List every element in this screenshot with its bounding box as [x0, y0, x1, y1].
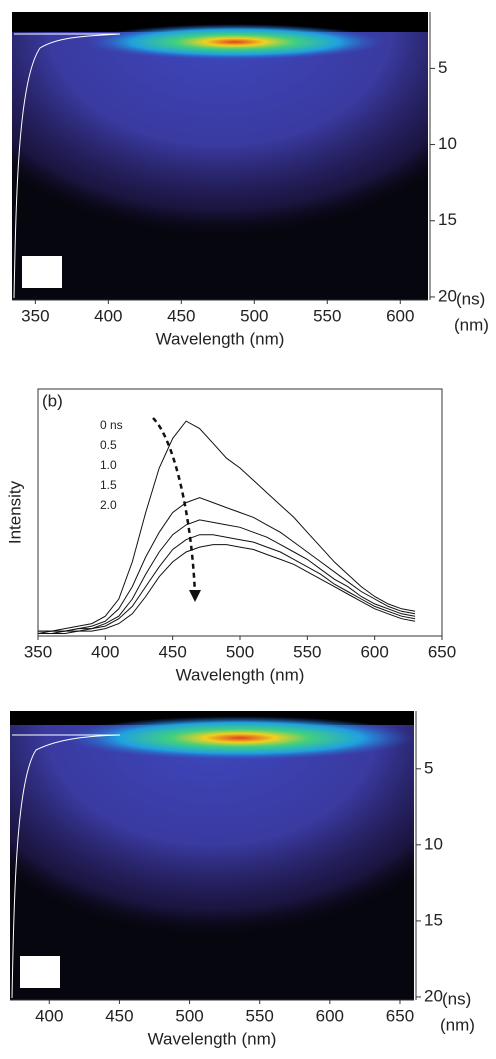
- x-tick-label: 450: [167, 306, 195, 325]
- x-unit: (nm): [454, 315, 489, 334]
- x-tick-label: 550: [293, 642, 321, 661]
- x-tick-label: 550: [313, 306, 341, 325]
- x-tick-label: 450: [105, 1006, 133, 1025]
- x-tick-label: 600: [360, 642, 388, 661]
- streak-image-a: [12, 12, 428, 300]
- y-axis-label: Intensity: [5, 480, 24, 544]
- streak-image-c: [10, 711, 415, 1000]
- x-tick-label: 350: [21, 306, 49, 325]
- x-tick-label: 350: [24, 642, 52, 661]
- spectrum-line: [38, 544, 416, 634]
- y-tick-label: 5: [438, 58, 447, 77]
- x-tick-label: 550: [246, 1006, 274, 1025]
- time-arrow: [152, 417, 197, 596]
- x-axis-label: Wavelength (nm): [156, 329, 285, 348]
- spectrum-line: [38, 420, 416, 632]
- x-tick-label: 500: [226, 642, 254, 661]
- y-tick-label: 15: [438, 210, 457, 229]
- panel-label-box: [22, 256, 62, 288]
- y-tick-label: 10: [424, 834, 443, 853]
- x-tick-label: 600: [386, 306, 414, 325]
- y-tick-label: 15: [424, 910, 443, 929]
- x-tick-label: 400: [94, 306, 122, 325]
- y-unit: (ns): [442, 989, 471, 1008]
- panel-label: (b): [42, 391, 63, 410]
- y-tick-label: 10: [438, 134, 457, 153]
- spectrum-line: [38, 534, 416, 634]
- legend-label: 0.5: [100, 438, 117, 452]
- legend-label: 2.0: [100, 498, 117, 512]
- x-tick-label: 650: [428, 642, 456, 661]
- legend-label: 0 ns: [100, 418, 123, 432]
- y-unit: (ns): [456, 289, 485, 308]
- x-tick-label: 650: [386, 1006, 414, 1025]
- panel-label-box: [20, 956, 60, 988]
- y-tick-label: 20: [438, 286, 457, 305]
- x-unit: (nm): [440, 1015, 475, 1034]
- arrow-head: [189, 590, 201, 602]
- y-tick-label: 20: [424, 986, 443, 1005]
- legend-label: 1.5: [100, 478, 117, 492]
- x-axis-label: Wavelength (nm): [176, 665, 305, 684]
- x-tick-label: 400: [91, 642, 119, 661]
- spectrum-line: [37, 519, 416, 634]
- legend-label: 1.0: [100, 458, 117, 472]
- y-tick-label: 5: [424, 758, 433, 777]
- x-tick-label: 500: [240, 306, 268, 325]
- x-axis-label: Wavelength (nm): [148, 1029, 277, 1048]
- x-tick-label: 500: [175, 1006, 203, 1025]
- spectrum-line: [38, 497, 416, 632]
- x-tick-label: 400: [35, 1006, 63, 1025]
- x-tick-label: 600: [316, 1006, 344, 1025]
- x-tick-label: 450: [158, 642, 186, 661]
